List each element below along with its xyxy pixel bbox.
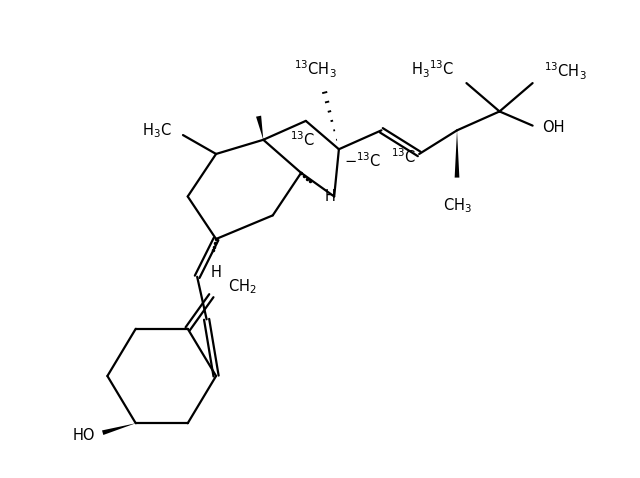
Text: H: H [324, 189, 335, 204]
Polygon shape [256, 116, 263, 140]
Text: OH: OH [542, 120, 564, 135]
Text: $^{13}$C: $^{13}$C [290, 130, 316, 149]
Text: $^{13}$CH$_3$: $^{13}$CH$_3$ [294, 58, 337, 80]
Text: $-$$^{13}$C: $-$$^{13}$C [344, 152, 381, 170]
Text: $^{13}$CH$_3$: $^{13}$CH$_3$ [545, 61, 587, 82]
Text: H$_3$C: H$_3$C [141, 121, 171, 140]
Text: CH$_3$: CH$_3$ [442, 196, 472, 215]
Text: H$_3$$^{13}$C: H$_3$$^{13}$C [412, 58, 454, 80]
Polygon shape [454, 130, 460, 178]
Text: H: H [211, 264, 221, 280]
Text: CH$_2$: CH$_2$ [228, 277, 257, 295]
Text: $^{13}$C: $^{13}$C [391, 147, 416, 165]
Polygon shape [102, 423, 136, 435]
Text: HO: HO [73, 427, 95, 443]
